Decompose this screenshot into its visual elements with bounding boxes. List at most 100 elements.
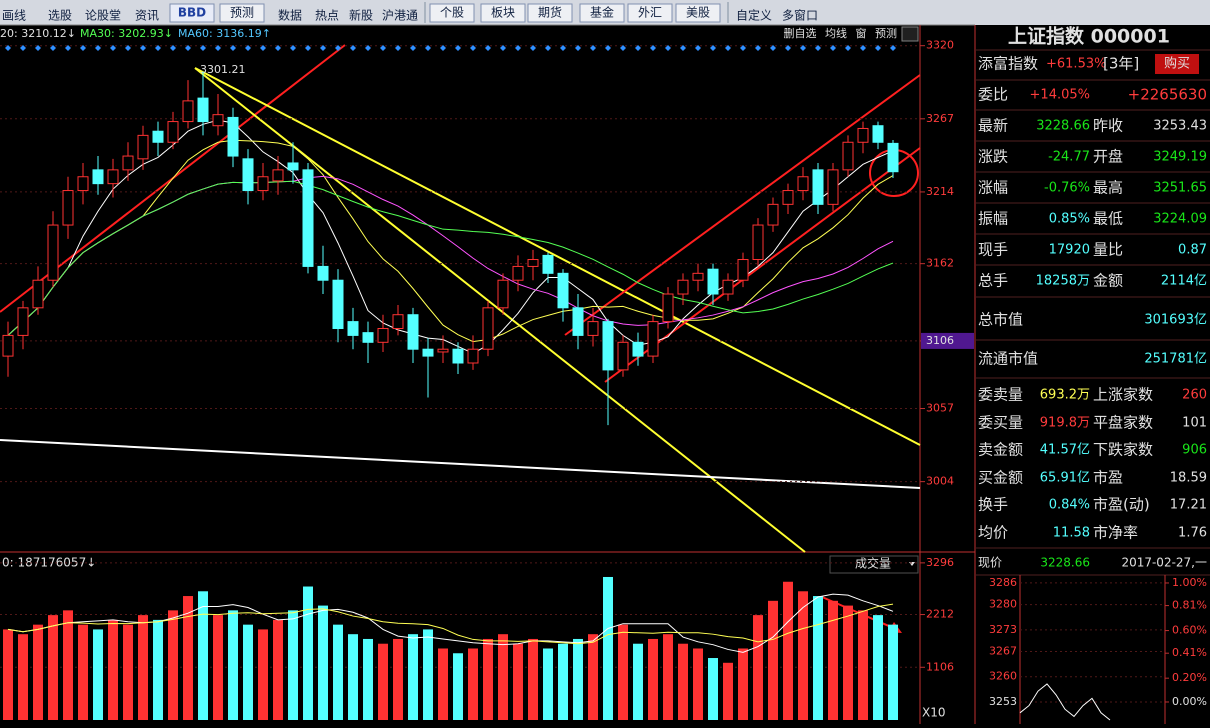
volume-bar bbox=[393, 638, 403, 720]
quote-value: 17920 bbox=[1049, 243, 1090, 258]
chart-tool[interactable]: 窗 bbox=[856, 26, 867, 40]
toolbar-button[interactable] bbox=[480, 3, 526, 23]
quote-value[interactable]: 购买 bbox=[1164, 56, 1190, 72]
volume-bar bbox=[348, 634, 358, 720]
trend-line bbox=[194, 67, 921, 446]
marker-diamond bbox=[140, 45, 146, 51]
volume-bar bbox=[558, 643, 568, 720]
marker-diamond bbox=[740, 45, 746, 51]
volume-bar bbox=[528, 638, 538, 720]
candle-body bbox=[182, 100, 194, 123]
marker-diamond bbox=[875, 45, 881, 51]
candle-body bbox=[692, 272, 704, 281]
toolbar-button[interactable] bbox=[527, 3, 573, 23]
candle-body bbox=[617, 341, 629, 371]
candle-body bbox=[542, 254, 554, 274]
toolbar-button-label[interactable]: 期货 bbox=[538, 5, 562, 20]
toolbar-button-label[interactable]: BBD bbox=[178, 6, 206, 20]
trend-line bbox=[194, 67, 806, 553]
quote-label: 下跌家数 bbox=[1093, 441, 1153, 459]
volume-bar bbox=[318, 605, 328, 720]
candle-body bbox=[17, 307, 29, 336]
toolbar-item[interactable]: 数据 bbox=[278, 8, 302, 23]
toolbar-item[interactable]: 多窗口 bbox=[782, 9, 818, 23]
y-tick-label: 3267 bbox=[989, 644, 1017, 657]
marker-diamond bbox=[350, 45, 356, 51]
candle-body bbox=[242, 158, 254, 192]
candle-body bbox=[107, 169, 119, 185]
quote-value: 260 bbox=[1182, 388, 1207, 403]
toolbar-button[interactable] bbox=[675, 3, 721, 23]
volume-bar bbox=[483, 638, 493, 720]
toolbar-button[interactable] bbox=[219, 3, 265, 23]
y-tick-label: 3004 bbox=[926, 475, 954, 488]
toolbar-item[interactable]: 论股堂 bbox=[85, 9, 121, 23]
candle-body bbox=[497, 279, 509, 309]
toolbar-button-label[interactable]: 板块 bbox=[491, 6, 515, 20]
volume-bar bbox=[438, 648, 448, 720]
volume-selector[interactable] bbox=[829, 555, 919, 574]
toolbar-button-label[interactable]: 预测 bbox=[230, 6, 254, 20]
buy-button[interactable] bbox=[1155, 54, 1199, 74]
candle-body bbox=[377, 328, 389, 343]
pin-button[interactable] bbox=[901, 26, 919, 42]
quote-label: 涨跌 bbox=[978, 148, 1008, 166]
cursor-label: 3106 bbox=[926, 334, 954, 347]
toolbar-item[interactable]: 热点 bbox=[315, 9, 339, 23]
quote-label: 委买量 bbox=[978, 414, 1023, 432]
marker-diamond bbox=[335, 45, 341, 51]
toolbar-button[interactable] bbox=[169, 3, 215, 23]
marker-diamond bbox=[215, 45, 221, 51]
marker-diamond bbox=[500, 45, 506, 51]
toolbar-button-label[interactable]: 基金 bbox=[590, 5, 614, 20]
y-tick-label: 3267 bbox=[926, 112, 954, 125]
toolbar-button-label[interactable]: 外汇 bbox=[638, 6, 662, 20]
chart-tool[interactable]: 预测 bbox=[875, 27, 897, 40]
chart-tool[interactable]: 均线 bbox=[825, 26, 847, 40]
volume-bar bbox=[858, 610, 868, 720]
candle-body bbox=[782, 190, 794, 205]
marker-diamond bbox=[650, 45, 656, 51]
toolbar-button[interactable] bbox=[579, 3, 625, 23]
marker-diamond bbox=[35, 45, 41, 51]
toolbar-button[interactable] bbox=[429, 3, 475, 23]
quote-value: 3249.19 bbox=[1153, 150, 1207, 165]
toolbar-button-label[interactable]: 美股 bbox=[686, 6, 710, 20]
candle-body bbox=[272, 169, 284, 182]
volume-bar bbox=[303, 586, 313, 720]
quote-value: -0.76% bbox=[1044, 181, 1090, 196]
toolbar-item[interactable]: 自定义 bbox=[736, 8, 772, 23]
marker-diamond bbox=[710, 45, 716, 51]
toolbar-button[interactable] bbox=[627, 3, 673, 23]
volume-bar bbox=[288, 610, 298, 720]
y-tick-label: 3296 bbox=[926, 556, 954, 569]
toolbar-button-label[interactable]: 个股 bbox=[440, 6, 464, 20]
toolbar-item[interactable]: 沪港通 bbox=[382, 9, 418, 23]
quote-value: 11.58 bbox=[1053, 526, 1090, 541]
toolbar-item[interactable]: 新股 bbox=[349, 8, 373, 23]
quote-label: 卖金额 bbox=[978, 441, 1023, 459]
y2-tick-label: 0.00% bbox=[1172, 695, 1207, 708]
candle-body bbox=[302, 169, 314, 267]
ma-legend: MA60: 3136.19↑ bbox=[178, 27, 271, 40]
candle-body bbox=[767, 203, 779, 226]
toolbar-item[interactable]: 选股 bbox=[48, 9, 72, 23]
candle-body bbox=[752, 224, 764, 261]
toolbar-item[interactable]: 资讯 bbox=[135, 9, 159, 23]
marker-diamond bbox=[860, 45, 866, 51]
marker-diamond bbox=[755, 45, 761, 51]
candle-body bbox=[77, 176, 89, 192]
toolbar-item[interactable]: 画线 bbox=[2, 9, 26, 23]
marker-diamond bbox=[620, 45, 626, 51]
marker-diamond bbox=[785, 45, 791, 51]
quote-label: 现手 bbox=[978, 241, 1008, 259]
quote-label: 买金额 bbox=[978, 469, 1023, 487]
volume-bar bbox=[783, 581, 793, 720]
marker-diamond bbox=[485, 45, 491, 51]
chart-tool[interactable]: 删自选 bbox=[784, 27, 817, 40]
candle-body bbox=[392, 314, 404, 330]
marker-diamond bbox=[545, 45, 551, 51]
volume-bar bbox=[378, 643, 388, 720]
marker-diamond bbox=[110, 45, 116, 51]
